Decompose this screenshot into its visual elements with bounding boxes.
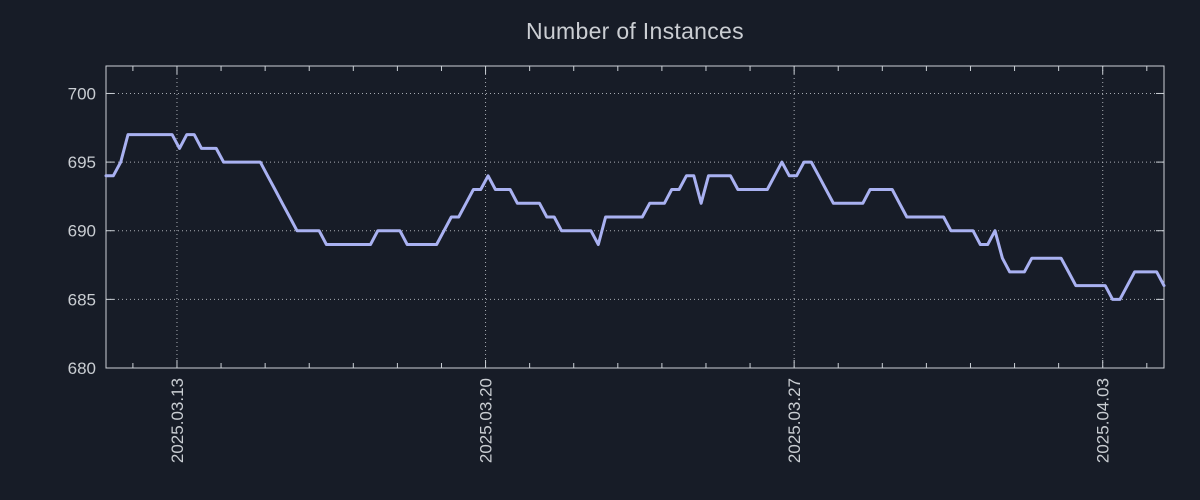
x-axis-tick-label: 2025.04.03 <box>1094 378 1113 463</box>
x-axis-tick-label: 2025.03.13 <box>168 378 187 463</box>
x-axis-tick-label: 2025.03.27 <box>785 378 804 463</box>
series-line <box>104 133 1166 301</box>
y-axis-tick-label: 695 <box>68 153 96 172</box>
y-axis-tick-label: 685 <box>68 290 96 309</box>
y-axis-tick-label: 700 <box>68 84 96 103</box>
plot-border <box>105 65 1165 369</box>
x-axis-tick-label: 2025.03.20 <box>477 378 496 463</box>
chart-title: Number of Instances <box>526 18 744 44</box>
y-axis-tick-label: 680 <box>68 359 96 378</box>
y-axis-tick-label: 690 <box>68 222 96 241</box>
